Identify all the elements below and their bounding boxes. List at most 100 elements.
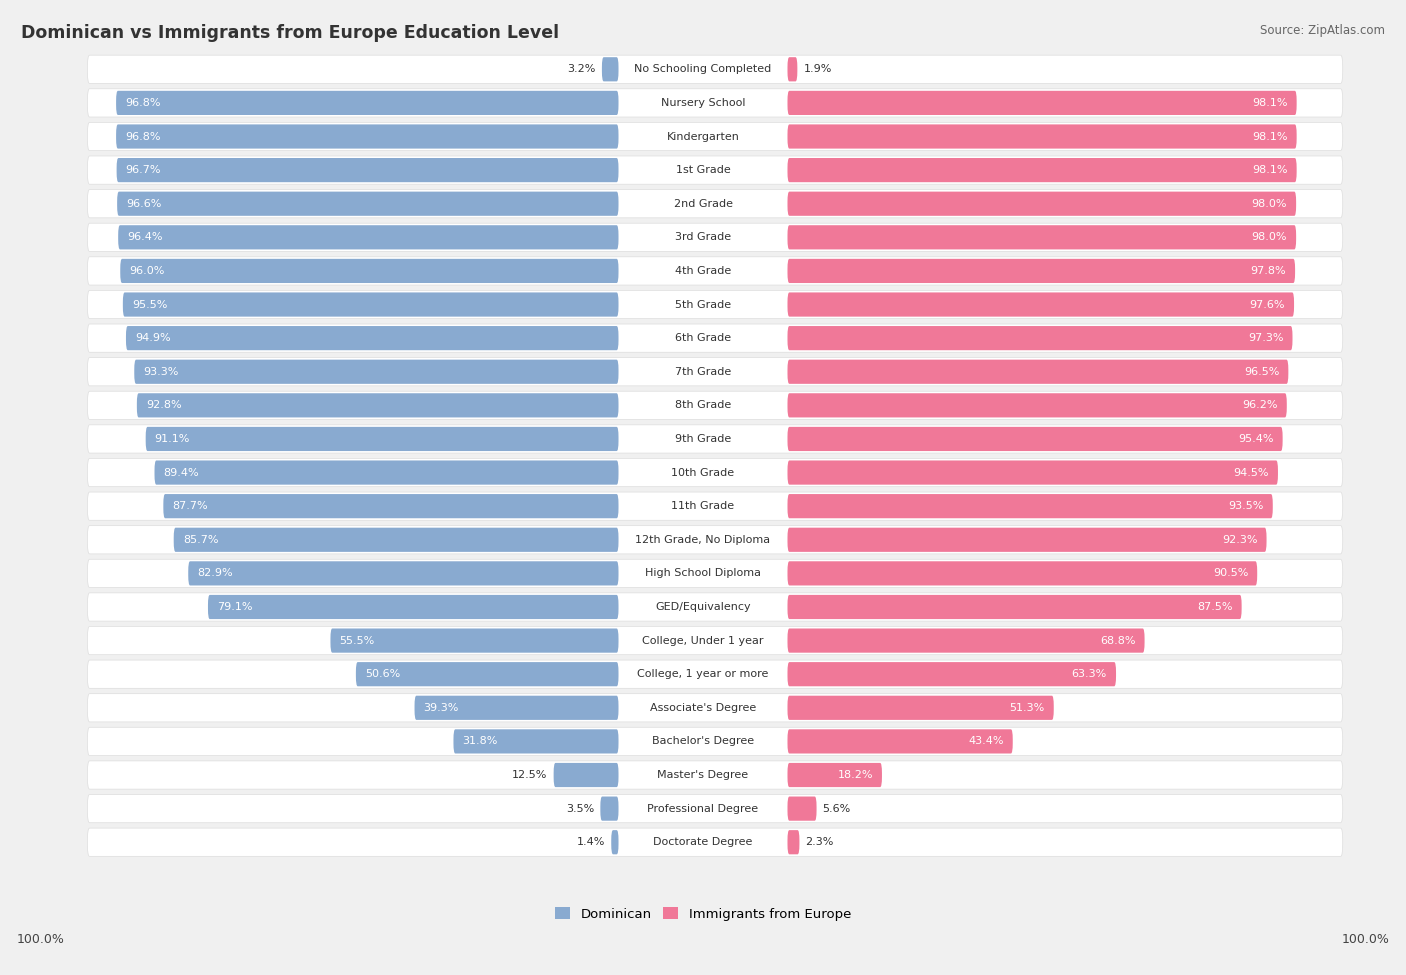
Text: 5th Grade: 5th Grade: [675, 299, 731, 309]
Text: College, Under 1 year: College, Under 1 year: [643, 636, 763, 645]
Text: 55.5%: 55.5%: [339, 636, 375, 645]
Text: 96.4%: 96.4%: [127, 232, 163, 243]
Text: 93.5%: 93.5%: [1229, 501, 1264, 511]
FancyBboxPatch shape: [87, 660, 1343, 688]
FancyBboxPatch shape: [787, 192, 1296, 215]
FancyBboxPatch shape: [87, 458, 1343, 487]
Text: 4th Grade: 4th Grade: [675, 266, 731, 276]
FancyBboxPatch shape: [330, 629, 619, 652]
Text: 68.8%: 68.8%: [1099, 636, 1136, 645]
Text: College, 1 year or more: College, 1 year or more: [637, 669, 769, 680]
FancyBboxPatch shape: [787, 797, 817, 821]
Text: 96.8%: 96.8%: [125, 98, 160, 108]
Text: 3.5%: 3.5%: [567, 803, 595, 813]
FancyBboxPatch shape: [87, 828, 1343, 856]
FancyBboxPatch shape: [787, 91, 1296, 115]
FancyBboxPatch shape: [134, 360, 619, 384]
FancyBboxPatch shape: [146, 427, 619, 451]
FancyBboxPatch shape: [787, 494, 1272, 519]
FancyBboxPatch shape: [87, 627, 1343, 654]
Text: 98.1%: 98.1%: [1253, 98, 1288, 108]
FancyBboxPatch shape: [600, 797, 619, 821]
FancyBboxPatch shape: [87, 291, 1343, 319]
Text: 7th Grade: 7th Grade: [675, 367, 731, 376]
Text: 100.0%: 100.0%: [17, 933, 65, 946]
FancyBboxPatch shape: [136, 393, 619, 417]
FancyBboxPatch shape: [787, 527, 1267, 552]
FancyBboxPatch shape: [117, 192, 619, 215]
FancyBboxPatch shape: [117, 125, 619, 148]
Text: 8th Grade: 8th Grade: [675, 401, 731, 410]
Text: 98.0%: 98.0%: [1251, 232, 1286, 243]
FancyBboxPatch shape: [787, 258, 1295, 283]
Text: GED/Equivalency: GED/Equivalency: [655, 602, 751, 612]
FancyBboxPatch shape: [787, 629, 1144, 652]
Text: 96.0%: 96.0%: [129, 266, 165, 276]
FancyBboxPatch shape: [87, 223, 1343, 252]
FancyBboxPatch shape: [87, 492, 1343, 521]
Text: Associate's Degree: Associate's Degree: [650, 703, 756, 713]
FancyBboxPatch shape: [87, 358, 1343, 386]
Text: Professional Degree: Professional Degree: [647, 803, 759, 813]
FancyBboxPatch shape: [787, 125, 1296, 148]
Text: 1st Grade: 1st Grade: [676, 165, 730, 176]
FancyBboxPatch shape: [787, 662, 1116, 686]
FancyBboxPatch shape: [787, 830, 800, 854]
FancyBboxPatch shape: [208, 595, 619, 619]
Text: 5.6%: 5.6%: [823, 803, 851, 813]
FancyBboxPatch shape: [87, 693, 1343, 722]
FancyBboxPatch shape: [787, 58, 797, 81]
FancyBboxPatch shape: [554, 762, 619, 787]
FancyBboxPatch shape: [602, 58, 619, 81]
Text: 1.4%: 1.4%: [576, 838, 605, 847]
Text: 98.1%: 98.1%: [1253, 132, 1288, 141]
Text: 12th Grade, No Diploma: 12th Grade, No Diploma: [636, 534, 770, 545]
Text: 51.3%: 51.3%: [1010, 703, 1045, 713]
FancyBboxPatch shape: [87, 795, 1343, 823]
Text: 93.3%: 93.3%: [143, 367, 179, 376]
FancyBboxPatch shape: [155, 460, 619, 485]
FancyBboxPatch shape: [787, 158, 1296, 182]
Text: 91.1%: 91.1%: [155, 434, 190, 444]
Text: 87.7%: 87.7%: [173, 501, 208, 511]
Text: No Schooling Completed: No Schooling Completed: [634, 64, 772, 74]
Text: 94.5%: 94.5%: [1233, 468, 1268, 478]
Text: 98.1%: 98.1%: [1253, 165, 1288, 176]
FancyBboxPatch shape: [787, 292, 1294, 317]
Text: 96.5%: 96.5%: [1244, 367, 1279, 376]
Text: 96.6%: 96.6%: [127, 199, 162, 209]
Text: Doctorate Degree: Doctorate Degree: [654, 838, 752, 847]
Text: 97.3%: 97.3%: [1249, 333, 1284, 343]
Text: Bachelor's Degree: Bachelor's Degree: [652, 736, 754, 747]
Text: 100.0%: 100.0%: [1341, 933, 1389, 946]
FancyBboxPatch shape: [117, 91, 619, 115]
FancyBboxPatch shape: [787, 729, 1012, 754]
Text: 31.8%: 31.8%: [463, 736, 498, 747]
Text: 2.3%: 2.3%: [806, 838, 834, 847]
Text: 89.4%: 89.4%: [163, 468, 200, 478]
Text: 96.2%: 96.2%: [1243, 401, 1278, 410]
FancyBboxPatch shape: [415, 696, 619, 720]
FancyBboxPatch shape: [117, 158, 619, 182]
Text: Master's Degree: Master's Degree: [658, 770, 748, 780]
Text: Nursery School: Nursery School: [661, 98, 745, 108]
FancyBboxPatch shape: [787, 427, 1282, 451]
FancyBboxPatch shape: [787, 326, 1292, 350]
FancyBboxPatch shape: [87, 56, 1343, 84]
FancyBboxPatch shape: [163, 494, 619, 519]
Text: 11th Grade: 11th Grade: [672, 501, 734, 511]
FancyBboxPatch shape: [87, 156, 1343, 184]
Text: 10th Grade: 10th Grade: [672, 468, 734, 478]
FancyBboxPatch shape: [188, 562, 619, 585]
FancyBboxPatch shape: [787, 696, 1053, 720]
Text: 90.5%: 90.5%: [1213, 568, 1249, 578]
Text: 95.4%: 95.4%: [1239, 434, 1274, 444]
FancyBboxPatch shape: [787, 562, 1257, 585]
Text: 3.2%: 3.2%: [568, 64, 596, 74]
Text: 96.7%: 96.7%: [125, 165, 162, 176]
FancyBboxPatch shape: [87, 189, 1343, 217]
FancyBboxPatch shape: [787, 460, 1278, 485]
FancyBboxPatch shape: [787, 360, 1288, 384]
FancyBboxPatch shape: [356, 662, 619, 686]
FancyBboxPatch shape: [87, 526, 1343, 554]
